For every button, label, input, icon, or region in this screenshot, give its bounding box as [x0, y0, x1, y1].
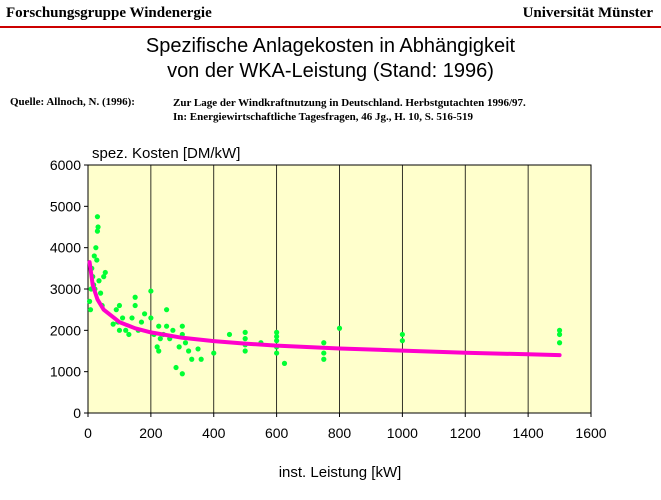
x-tick-label-1000: 1000 — [387, 425, 418, 441]
trend-line — [87, 260, 562, 358]
data-point-52 — [195, 346, 201, 352]
data-point-18 — [110, 321, 116, 327]
data-point-55 — [226, 331, 233, 338]
y-axis-label: spez. Kosten [DM/kW] — [92, 145, 240, 162]
data-point-27 — [132, 302, 138, 309]
x-tick-label-1200: 1200 — [450, 425, 481, 441]
data-point-69 — [321, 340, 327, 346]
data-points — [86, 214, 563, 377]
x-tick-label-600: 600 — [265, 425, 289, 441]
data-point-28 — [132, 294, 138, 300]
data-point-25 — [126, 331, 132, 338]
data-point-35 — [154, 344, 160, 350]
data-point-19 — [113, 307, 119, 313]
data-point-65 — [274, 329, 280, 335]
data-point-6 — [91, 253, 97, 259]
data-point-45 — [176, 344, 182, 350]
data-point-31 — [141, 311, 148, 317]
x-tick-label-200: 200 — [139, 425, 163, 441]
data-point-44 — [173, 364, 179, 371]
y-tick-label-4000: 4000 — [50, 240, 81, 256]
y-tick-label-1000: 1000 — [50, 364, 81, 380]
data-point-8 — [93, 245, 99, 251]
title-line-1: Spezifische Anlagekosten in Abhängigkeit — [145, 35, 516, 57]
x-tick-label-400: 400 — [202, 425, 226, 441]
x-axis-label: inst. Leistung [kW] — [279, 464, 402, 481]
data-point-46 — [179, 371, 185, 377]
data-point-33 — [148, 288, 154, 294]
data-point-22 — [116, 327, 123, 333]
header-org: Forschungsgruppe Windenergie — [6, 5, 212, 21]
data-point-51 — [189, 356, 195, 362]
x-tick-label-0: 0 — [84, 425, 92, 441]
data-point-12 — [95, 224, 101, 230]
data-point-53 — [198, 356, 204, 362]
data-point-11 — [94, 214, 101, 220]
header-university: Universität Münster — [522, 5, 653, 21]
data-point-23 — [119, 315, 126, 321]
data-point-32 — [148, 315, 154, 321]
data-point-41 — [163, 307, 170, 313]
data-point-43 — [170, 327, 176, 333]
data-point-56 — [242, 348, 248, 354]
source-label: Quelle: Allnoch, N. (1996): — [10, 96, 135, 108]
x-tick-label-1400: 1400 — [513, 425, 544, 441]
y-tick-label-2000: 2000 — [50, 322, 81, 338]
y-tick-label-6000: 6000 — [50, 157, 81, 173]
data-point-10 — [94, 228, 101, 234]
data-point-0 — [86, 298, 93, 304]
source-line-2: In: Energiewirtschaftliche Tagesfragen, … — [173, 111, 474, 123]
data-point-67 — [321, 356, 327, 362]
page-title: Spezifische Anlagekosten in Abhängigkeit… — [0, 34, 661, 84]
data-point-26 — [129, 315, 135, 321]
data-point-64 — [274, 333, 280, 340]
data-point-37 — [156, 323, 162, 329]
data-point-61 — [274, 350, 280, 356]
data-point-38 — [157, 336, 163, 342]
data-point-50 — [186, 348, 192, 354]
data-point-58 — [242, 336, 248, 342]
data-point-49 — [182, 340, 189, 346]
header-rule — [0, 26, 661, 28]
data-point-21 — [116, 302, 123, 309]
data-point-73 — [556, 340, 563, 346]
data-point-59 — [242, 329, 248, 335]
data-point-36 — [156, 348, 162, 354]
data-point-16 — [101, 274, 107, 280]
data-point-54 — [211, 350, 217, 356]
source-citation: Zur Lage der Windkraftnutzung in Deutsch… — [173, 96, 526, 124]
title-line-2: von der WKA-Leistung (Stand: 1996) — [167, 60, 494, 82]
x-tick-label-1600: 1600 — [575, 425, 606, 441]
x-tick-label-800: 800 — [328, 425, 352, 441]
data-point-70 — [336, 325, 343, 331]
data-point-75 — [556, 327, 563, 333]
data-point-71 — [399, 338, 405, 344]
source-line-1: Zur Lage der Windkraftnutzung in Deutsch… — [173, 97, 526, 109]
y-tick-label-0: 0 — [73, 405, 81, 421]
data-point-13 — [96, 278, 102, 284]
data-point-30 — [138, 319, 145, 325]
data-point-74 — [556, 331, 563, 338]
header-bar: Forschungsgruppe Windenergie Universität… — [0, 0, 661, 28]
data-point-68 — [321, 350, 327, 356]
x-tick-labels: 0 200 400 600 800 1000 1200 1400 1600 — [84, 413, 607, 441]
data-point-48 — [179, 323, 185, 329]
y-tick-labels: 0 1000 2000 3000 4000 5000 6000 — [50, 157, 88, 421]
data-point-40 — [163, 323, 170, 329]
grid-lines — [150, 165, 529, 413]
y-tick-label-5000: 5000 — [50, 198, 81, 214]
data-point-66 — [281, 360, 288, 366]
data-point-63 — [274, 338, 280, 344]
data-point-14 — [97, 290, 104, 296]
data-point-1 — [87, 307, 94, 313]
data-point-24 — [123, 327, 129, 333]
data-point-9 — [94, 257, 100, 263]
data-point-17 — [102, 269, 108, 276]
data-point-72 — [399, 331, 405, 338]
y-tick-label-3000: 3000 — [50, 281, 81, 297]
